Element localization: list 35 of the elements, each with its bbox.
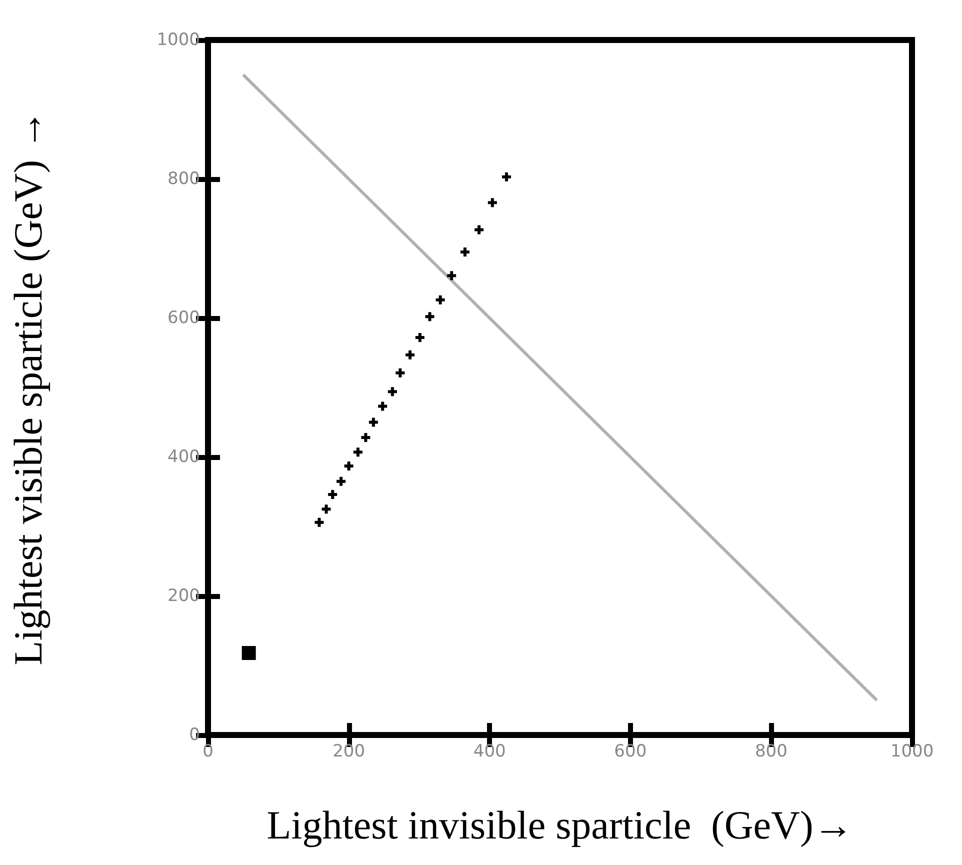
point [415, 332, 424, 342]
x-tick-label: 200 [332, 742, 366, 762]
point [314, 518, 324, 527]
point [406, 350, 415, 360]
point [336, 476, 346, 486]
x-tick-label: 0 [202, 742, 214, 762]
point [322, 504, 331, 514]
point [436, 295, 445, 304]
point [460, 247, 470, 256]
x-tick-label: 600 [614, 742, 647, 762]
y-tick-label: 400 [168, 447, 200, 467]
point [353, 448, 362, 457]
y-tick-label: 800 [168, 169, 200, 189]
point [242, 646, 256, 660]
point [488, 198, 497, 208]
point [447, 271, 456, 280]
point [425, 312, 434, 322]
x-tick-label: 400 [473, 742, 506, 762]
point [344, 462, 354, 471]
point [368, 418, 378, 427]
point [388, 387, 397, 396]
point [361, 433, 370, 442]
y-tick-label: 1000 [156, 30, 200, 50]
point [378, 402, 388, 411]
x-tick-label: 800 [754, 742, 788, 762]
point [474, 225, 484, 234]
y-axis-title: Lightest visible sparticle (GeV) → [6, 110, 50, 666]
y-tick-label: 0 [189, 725, 200, 745]
point [502, 172, 511, 182]
point [328, 490, 338, 500]
y-tick-label: 200 [168, 586, 200, 606]
y-tick-label: 600 [168, 308, 200, 328]
x-axis-title: Lightest invisible sparticle (GeV)→ [266, 802, 854, 848]
x-tick-label: 1000 [890, 742, 934, 762]
point [396, 368, 405, 378]
